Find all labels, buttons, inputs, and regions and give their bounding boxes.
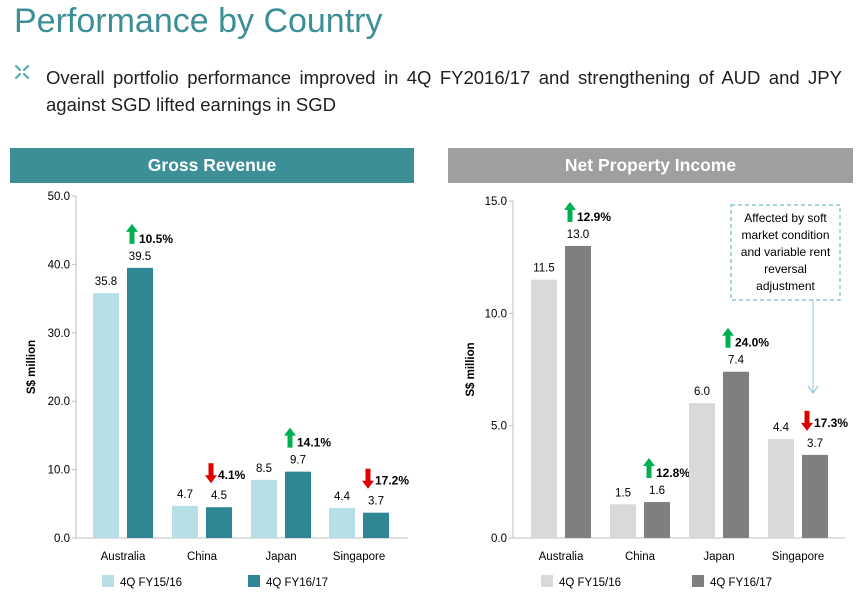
summary-bullet-text: Overall portfolio performance improved i…: [46, 64, 842, 118]
cross-bullet-icon: [14, 64, 30, 80]
npi-bar: [610, 504, 636, 538]
npi-change-label: 12.8%: [656, 466, 690, 480]
npi-change-arrow: [564, 202, 576, 222]
net-property-income-header: Net Property Income: [448, 148, 853, 183]
npi-y-tick-label: 0.0: [491, 533, 507, 545]
npi-annotation-text: reversal: [764, 262, 807, 276]
npi-bar: [802, 455, 828, 538]
npi-bar: [644, 502, 670, 538]
npi-legend-label: 4Q FY15/16: [559, 577, 621, 589]
npi-bar: [565, 246, 591, 538]
npi-change-arrow: [801, 411, 813, 431]
npi-data-label: 1.5: [615, 487, 631, 499]
npi-legend-swatch: [541, 575, 553, 587]
npi-change-label: 17.3%: [814, 416, 848, 430]
npi-bar: [689, 403, 715, 538]
gross-revenue-header: Gross Revenue: [10, 148, 414, 183]
npi-annotation-text: adjustment: [756, 279, 815, 293]
npi-annotation-text: market condition: [741, 228, 829, 242]
npi-category-label: China: [625, 551, 656, 563]
npi-data-label: 4.4: [773, 422, 790, 434]
npi-change-arrow: [643, 458, 655, 478]
npi-bar: [723, 372, 749, 538]
npi-y-axis-label: S$ million: [465, 342, 477, 396]
npi-y-tick-label: 5.0: [491, 421, 507, 433]
npi-category-label: Australia: [539, 551, 584, 563]
npi-annotation-text: Affected by soft: [744, 211, 827, 225]
page-title: Performance by Country: [14, 2, 383, 41]
npi-category-label: Japan: [703, 551, 734, 563]
net-property-income-chart: 0.0 5.0 10.0 15.0 S$ million 11.5 13.0 Australi…: [0, 183, 863, 603]
npi-data-label: 13.0: [567, 229, 589, 241]
npi-legend-label: 4Q FY16/17: [710, 577, 772, 589]
npi-bar: [531, 280, 557, 538]
npi-category-label: Singapore: [772, 551, 824, 563]
npi-data-label: 6.0: [694, 386, 710, 398]
npi-data-label: 7.4: [728, 355, 745, 367]
npi-y-tick-label: 15.0: [485, 196, 507, 208]
npi-annotation-text: and variable rent: [741, 245, 831, 259]
npi-legend-swatch: [692, 575, 704, 587]
npi-y-tick-label: 10.0: [485, 308, 507, 320]
npi-change-label: 12.9%: [577, 210, 611, 224]
npi-change-label: 24.0%: [735, 336, 769, 350]
npi-data-label: 1.6: [649, 485, 665, 497]
npi-data-label: 3.7: [807, 438, 823, 450]
npi-change-arrow: [722, 328, 734, 348]
npi-data-label: 11.5: [533, 263, 555, 275]
npi-bar: [768, 439, 794, 538]
